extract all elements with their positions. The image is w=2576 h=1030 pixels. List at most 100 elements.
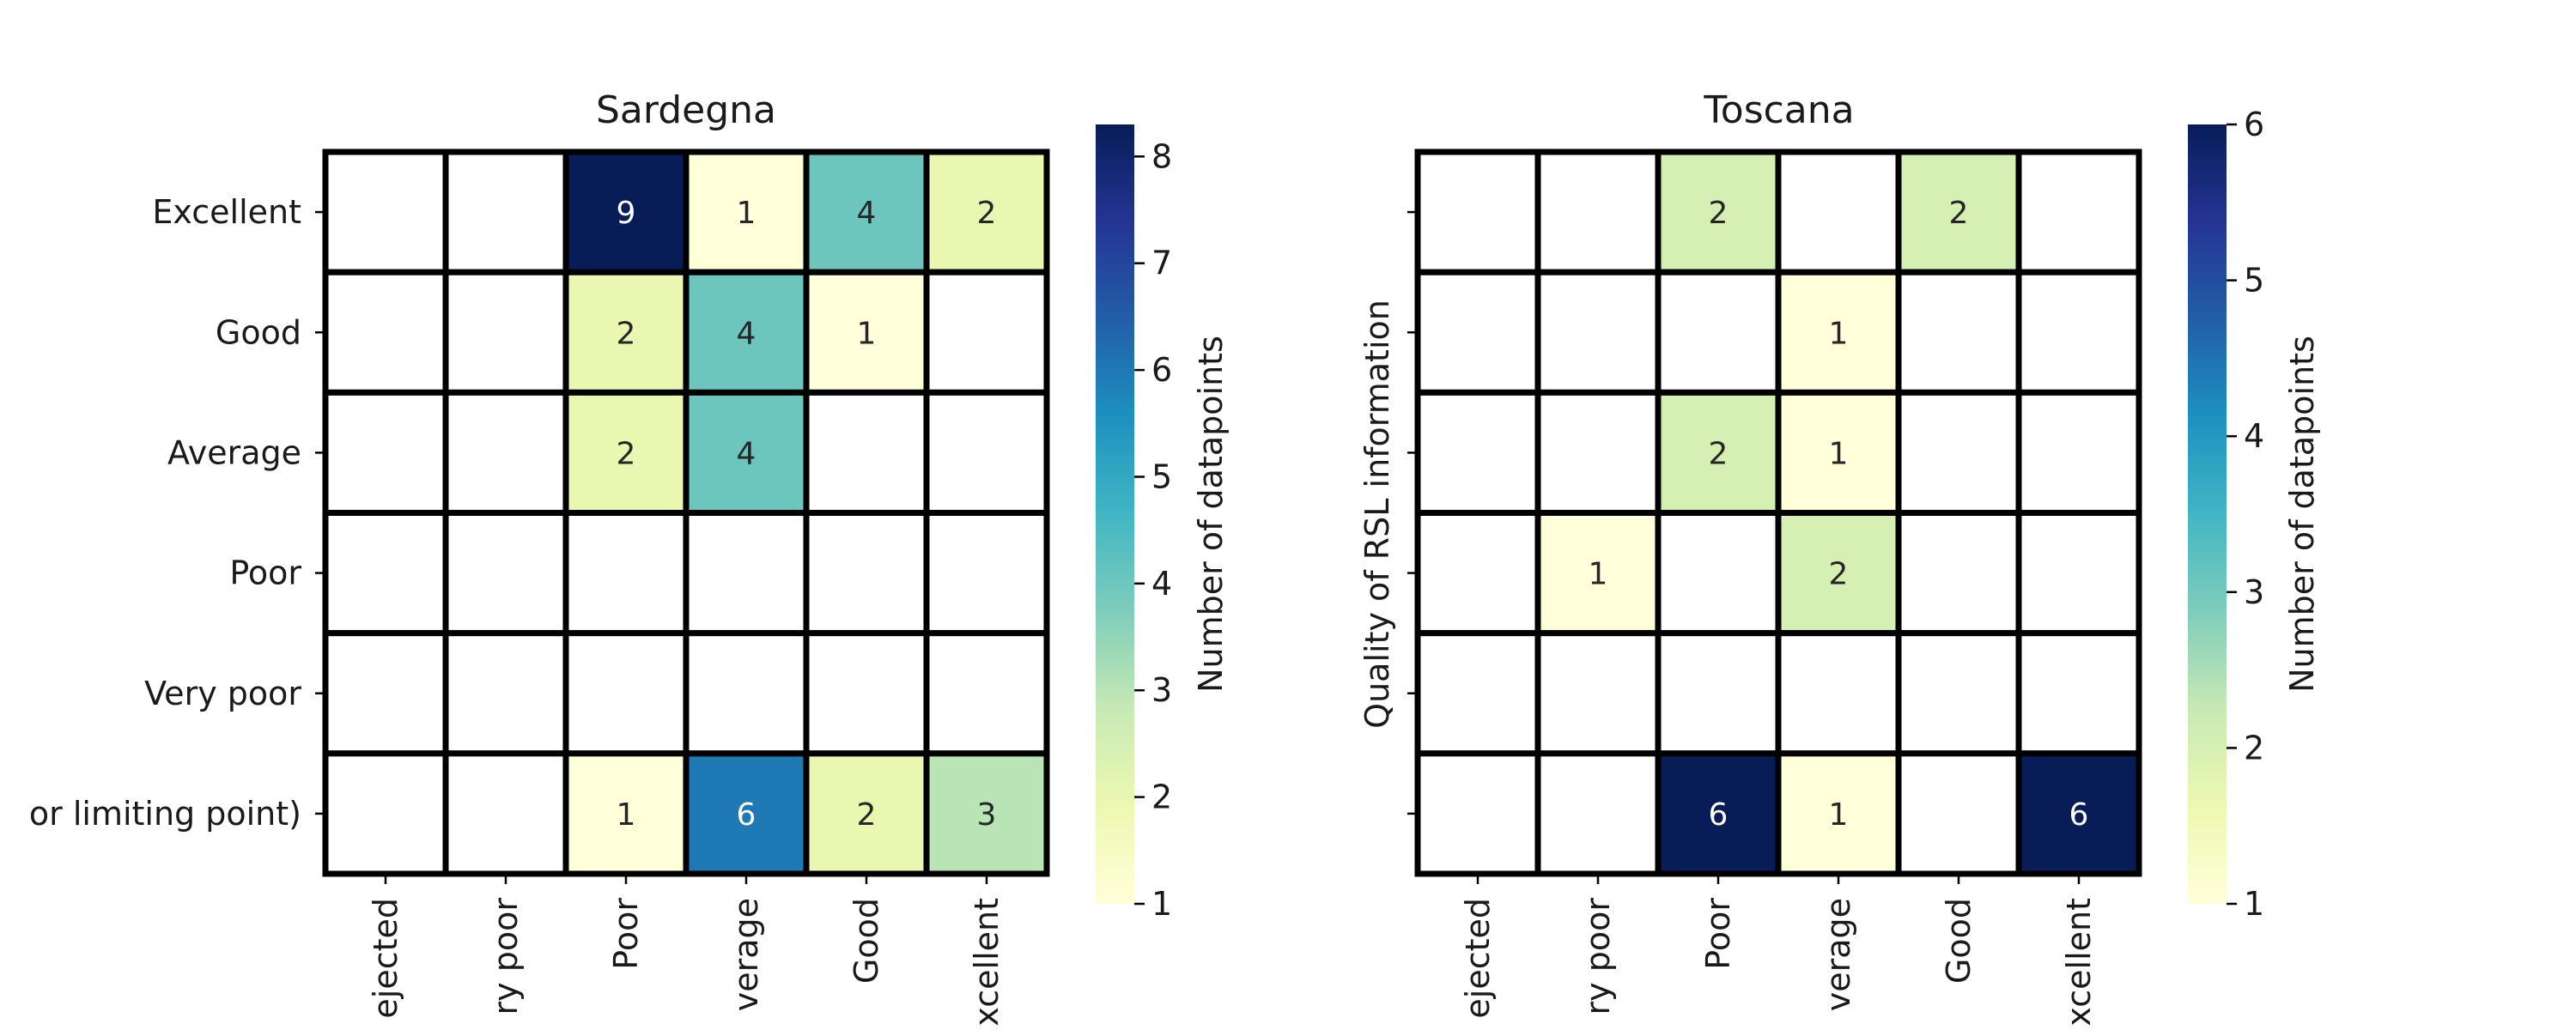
heatmap-cell <box>1534 750 1662 877</box>
colorbar-tick-label: 1 <box>2244 885 2264 923</box>
heatmap-cell <box>1775 269 1902 396</box>
heatmap-cell <box>923 510 1050 637</box>
heatmap-cells: 2 2 1 2 1 1 2 6 1 6 <box>1414 148 2142 877</box>
heatmap-cell <box>1775 630 1902 757</box>
x-tick-label: Poor <box>1699 898 1737 970</box>
heatmap-cell <box>803 510 930 637</box>
heatmap-cell <box>2015 389 2142 517</box>
colorbar-gradient <box>1096 124 1134 904</box>
heatmap-cell <box>442 750 569 877</box>
colorbar-tick-label: 4 <box>1151 565 1172 603</box>
heatmap-cell <box>1895 510 2022 637</box>
colorbar: Number of datapoints 1 2 3 4 5 6 7 8 <box>1096 124 1230 923</box>
heatmap-cell <box>1655 269 1782 396</box>
colorbar-tick-label: 7 <box>1151 245 1172 282</box>
y-axis-label: Quality of RSL information <box>1358 300 1396 729</box>
heatmap-cell <box>2015 148 2142 276</box>
cell-value-label: 1 <box>737 196 756 231</box>
heatmap-cell <box>1534 389 1662 517</box>
heatmap-cell <box>2015 630 2142 757</box>
y-tick-label: Excellent <box>152 193 301 231</box>
heatmap-cell <box>923 630 1050 757</box>
heatmap-cell <box>442 389 569 517</box>
colorbar-tick-label: 1 <box>1151 885 1172 923</box>
cell-value-label: 4 <box>737 436 756 471</box>
x-tick-label: xcellent <box>2060 898 2098 1027</box>
heatmap-panel-toscana: Toscana Quality of RSL information 2 2 1 2 1… <box>1358 88 2321 1027</box>
heatmap-cell <box>562 510 690 637</box>
x-tick-label: ejected <box>1459 898 1497 1019</box>
y-tick-label: or limiting point) <box>29 795 301 833</box>
cell-value-label: 2 <box>617 316 636 351</box>
heatmap-cell <box>322 510 449 637</box>
heatmap-cell <box>1414 389 1541 517</box>
colorbar-tick-label: 2 <box>1151 779 1172 816</box>
x-tick-label: ejected <box>367 898 404 1019</box>
heatmap-cell <box>1414 750 1541 877</box>
heatmap-cell <box>683 510 810 637</box>
x-tick-label: Good <box>848 898 885 984</box>
heatmap-cell <box>2015 510 2142 637</box>
colorbar-gradient <box>2188 124 2227 904</box>
heatmap-cells: 9 1 4 2 2 4 1 2 4 1 6 2 3 <box>322 148 1050 877</box>
x-tick-label: Poor <box>607 898 645 970</box>
colorbar-tick-label: 3 <box>1151 671 1172 709</box>
cell-value-label: 4 <box>737 316 756 351</box>
heatmap-cell <box>1534 269 1662 396</box>
heatmap-cell <box>1775 148 1902 276</box>
heatmap-cell <box>923 389 1050 517</box>
colorbar-label: Number of datapoints <box>2283 336 2321 693</box>
colorbar-label: Number of datapoints <box>1192 336 1230 693</box>
colorbar-tick-label: 5 <box>1151 457 1172 495</box>
heatmap-cell <box>1655 148 1782 276</box>
heatmap-cell <box>1414 269 1541 396</box>
cell-value-label: 2 <box>1709 436 1728 471</box>
heatmap-cell <box>322 269 449 396</box>
cell-value-label: 2 <box>1949 196 1969 231</box>
heatmap-cell <box>1414 148 1541 276</box>
cell-value-label: 6 <box>2069 797 2089 833</box>
colorbar-tick-label: 8 <box>1151 137 1172 175</box>
x-tick-label: verage <box>1820 898 1857 1011</box>
heatmap-cell <box>2015 269 2142 396</box>
x-tick-label: verage <box>727 898 765 1011</box>
heatmap-panel-sardegna: Sardegna 9 1 4 2 2 4 1 2 4 1 6 2 3 Excellent Good Aver… <box>29 88 1230 1027</box>
heatmap-cell <box>562 630 690 757</box>
heatmap-cell <box>322 750 449 877</box>
cell-value-label: 1 <box>1829 436 1849 471</box>
colorbar-tick-label: 6 <box>2244 106 2264 143</box>
heatmap-cell <box>1414 510 1541 637</box>
y-tick-label: Very poor <box>144 675 301 712</box>
y-tick-label: Average <box>167 433 301 471</box>
heatmap-cell <box>1655 630 1782 757</box>
cell-value-label: 2 <box>857 797 877 833</box>
cell-value-label: 2 <box>977 196 997 231</box>
x-tick-labels: ejected ry poor Poor verage Good xcellent <box>1459 874 2098 1027</box>
cell-value-label: 6 <box>1709 797 1728 833</box>
cell-value-label: 1 <box>857 316 877 351</box>
y-tick-labels: Excellent Good Average Poor Very poor or limi… <box>29 193 325 833</box>
y-tick-labels <box>1407 210 1418 815</box>
cell-value-label: 2 <box>1709 196 1728 231</box>
colorbar-tick-label: 4 <box>2244 417 2264 455</box>
heatmap-cell <box>683 630 810 757</box>
y-tick-label: Poor <box>229 554 301 592</box>
cell-value-label: 1 <box>1589 557 1608 592</box>
heatmap-cell <box>923 148 1050 276</box>
heatmap-cell <box>1895 389 2022 517</box>
heatmap-cell <box>803 630 930 757</box>
cell-value-label: 2 <box>1829 557 1849 592</box>
cell-value-label: 4 <box>857 196 877 231</box>
x-tick-label: xcellent <box>968 898 1005 1027</box>
x-tick-label: ry poor <box>1579 898 1617 1015</box>
colorbar: Number of datapoints 1 2 3 4 5 6 <box>2188 106 2321 923</box>
heatmap-cell <box>923 269 1050 396</box>
heatmap-cell <box>1534 630 1662 757</box>
heatmap-cell <box>322 389 449 517</box>
x-tick-label: ry poor <box>487 898 525 1015</box>
heatmap-cell <box>322 630 449 757</box>
colorbar-tick-label: 3 <box>2244 573 2264 611</box>
cell-value-label: 1 <box>1829 316 1849 351</box>
heatmap-cell <box>442 510 569 637</box>
